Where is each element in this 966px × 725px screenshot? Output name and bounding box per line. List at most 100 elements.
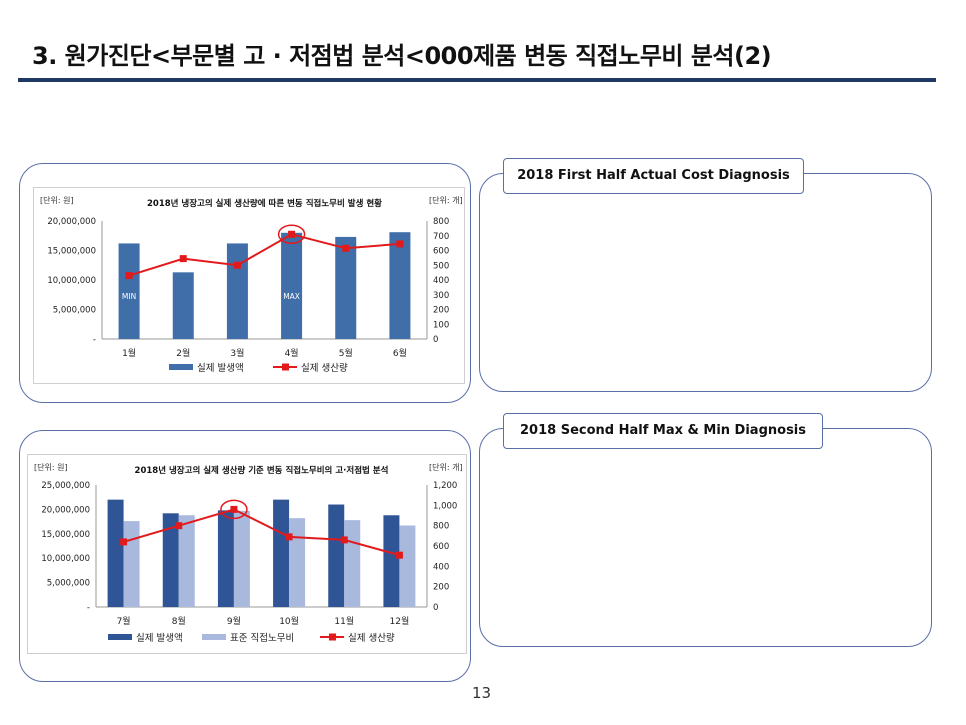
x-tick-label: 4월 xyxy=(285,347,299,359)
y-tick-right: 600 xyxy=(433,542,449,552)
y-tick-left: 5,000,000 xyxy=(53,306,96,316)
y-tick-right: 300 xyxy=(433,291,449,301)
bar-actual-0 xyxy=(172,272,194,339)
y-axis-left-unit: [단위: 원] xyxy=(34,462,68,472)
bar-standard-1 xyxy=(123,521,140,607)
legend-swatch xyxy=(169,364,193,370)
x-tick-label: 11월 xyxy=(334,615,354,627)
line-point xyxy=(285,533,293,541)
y-tick-right: 1,200 xyxy=(433,481,457,491)
x-tick-label: 10월 xyxy=(279,615,299,627)
line-point xyxy=(230,505,238,513)
first-half-heading: 2018 First Half Actual Cost Diagnosis xyxy=(503,158,804,194)
y-tick-left: 5,000,000 xyxy=(47,579,90,589)
line-point xyxy=(342,244,350,252)
y-tick-left: 15,000,000 xyxy=(41,530,90,540)
legend-label: 실제 생산량 xyxy=(301,362,348,374)
y-tick-left: 10,000,000 xyxy=(41,554,90,564)
line-point xyxy=(395,551,403,559)
y-tick-right: 400 xyxy=(433,276,449,286)
line-point xyxy=(288,230,296,238)
x-tick-label: 3월 xyxy=(230,347,244,359)
diagnosis-panel-second-half xyxy=(479,428,932,647)
chart-2-container: 2018년 냉장고의 실제 생산량 기준 변동 직접노무비의 고·저점법 분석 [… xyxy=(27,454,467,654)
line-series xyxy=(128,233,400,277)
chart-title: 2018년 냉장고의 실제 생산량에 따른 변동 직접노무비 발생 현황 xyxy=(147,198,382,209)
bar-annotation: MAX xyxy=(283,292,300,301)
bar-actual-0 xyxy=(217,510,234,607)
y-tick-left: 25,000,000 xyxy=(41,481,90,491)
highlight-circle xyxy=(277,224,306,245)
legend-swatch-marker xyxy=(329,633,336,641)
y-tick-right: 100 xyxy=(433,320,449,330)
bar-annotation: MIN xyxy=(122,292,136,301)
y-tick-left: - xyxy=(93,335,96,345)
line-point xyxy=(120,538,128,546)
legend-swatch xyxy=(108,634,132,640)
page-number: 13 xyxy=(472,684,492,702)
legend-label: 실제 생산량 xyxy=(348,632,395,644)
y-tick-right: 600 xyxy=(433,247,449,257)
line-point xyxy=(396,240,404,248)
line-point xyxy=(340,536,348,544)
highlight-circle xyxy=(220,499,248,520)
bar-actual-0 xyxy=(328,504,345,607)
x-tick-label: 2월 xyxy=(176,347,190,359)
line-point xyxy=(125,272,133,280)
bar-actual-0 xyxy=(273,499,290,607)
legend-swatch xyxy=(202,634,226,640)
title-divider xyxy=(18,78,936,82)
slide-title: 3. 원가진단<부문별 고 · 저점법 분석<000제품 변동 직접노무비 분석… xyxy=(32,42,772,70)
y-axis-right-unit: [단위: 개] xyxy=(429,195,463,205)
bar-standard-1 xyxy=(178,515,195,607)
y-tick-right: 700 xyxy=(433,232,449,242)
x-tick-label: 5월 xyxy=(339,347,353,359)
bar-actual-0 xyxy=(383,515,400,607)
line-point xyxy=(233,261,241,269)
bar-actual-0 xyxy=(162,513,179,607)
chart-2: 2018년 냉장고의 실제 생산량 기준 변동 직접노무비의 고·저점법 분석 [… xyxy=(34,462,463,644)
chart-1-container: 2018년 냉장고의 실제 생산량에 따른 변동 직접노무비 발생 현황 [단위:… xyxy=(33,187,465,384)
y-tick-right: 0 xyxy=(433,335,438,345)
x-tick-label: 9월 xyxy=(227,615,241,627)
y-axis-left-unit: [단위: 원] xyxy=(40,195,74,205)
y-tick-left: - xyxy=(87,603,90,613)
bar-actual-0 xyxy=(389,232,411,339)
bar-standard-1 xyxy=(344,520,361,607)
x-tick-label: 1월 xyxy=(122,347,136,359)
y-tick-left: 10,000,000 xyxy=(47,276,96,286)
y-tick-right: 200 xyxy=(433,583,449,593)
y-tick-right: 800 xyxy=(433,522,449,532)
bar-standard-1 xyxy=(233,510,250,607)
bar-actual-0 xyxy=(107,499,124,607)
bar-actual-0 xyxy=(281,232,303,339)
diagnosis-panel-first-half xyxy=(479,173,932,392)
y-tick-right: 500 xyxy=(433,261,449,271)
bar-actual-0 xyxy=(335,236,357,339)
y-tick-left: 15,000,000 xyxy=(47,247,96,257)
legend-label: 실제 발생액 xyxy=(136,632,183,644)
y-tick-right: 1,000 xyxy=(433,501,457,511)
bar-actual-0 xyxy=(118,243,140,339)
second-half-heading: 2018 Second Half Max & Min Diagnosis xyxy=(503,413,823,449)
legend-label: 실제 발생액 xyxy=(197,362,244,374)
legend-label: 표준 직접노무비 xyxy=(230,632,294,644)
bar-actual-0 xyxy=(226,243,248,339)
chart-1: 2018년 냉장고의 실제 생산량에 따른 변동 직접노무비 발생 현황 [단위:… xyxy=(40,195,463,374)
bar-standard-1 xyxy=(399,525,416,607)
x-tick-label: 7월 xyxy=(117,615,131,627)
y-tick-right: 200 xyxy=(433,306,449,316)
y-tick-right: 0 xyxy=(433,603,438,613)
chart-title: 2018년 냉장고의 실제 생산량 기준 변동 직접노무비의 고·저점법 분석 xyxy=(135,465,389,476)
x-tick-label: 12월 xyxy=(390,615,410,627)
y-tick-left: 20,000,000 xyxy=(47,217,96,227)
y-tick-right: 400 xyxy=(433,562,449,572)
line-series xyxy=(123,508,400,557)
x-tick-label: 8월 xyxy=(172,615,186,627)
y-tick-left: 20,000,000 xyxy=(41,505,90,515)
bar-standard-1 xyxy=(289,518,306,607)
line-point xyxy=(179,255,187,263)
line-point xyxy=(175,522,183,530)
x-tick-label: 6월 xyxy=(393,347,407,359)
y-axis-right-unit: [단위: 개] xyxy=(429,462,463,472)
